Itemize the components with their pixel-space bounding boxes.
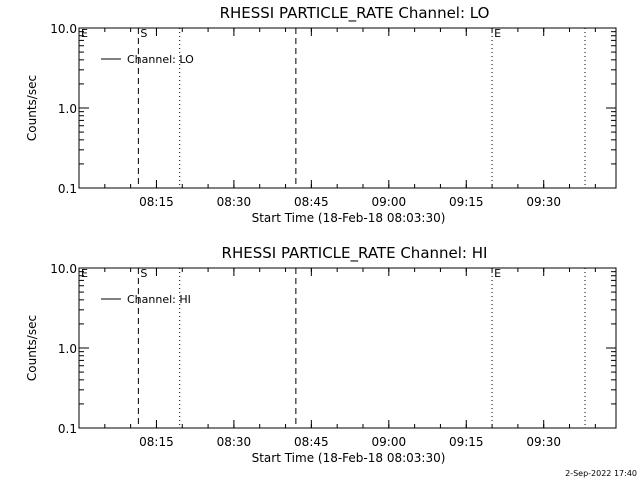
marker-label: S: [140, 267, 147, 280]
x-tick-label: 08:30: [217, 195, 252, 209]
x-axis-label: Start Time (18-Feb-18 08:03:30): [252, 211, 446, 225]
x-tick-label: 08:45: [294, 195, 329, 209]
chart-title: RHESSI PARTICLE_RATE Channel: LO: [220, 4, 490, 23]
y-tick-label: 10.0: [50, 262, 77, 276]
x-tick-label: 08:30: [217, 435, 252, 449]
y-tick-label: 1.0: [58, 102, 77, 116]
plot-frame: [78, 267, 617, 429]
x-tick-label: 09:00: [372, 195, 407, 209]
y-tick-label: 0.1: [58, 182, 77, 196]
marker-label: E: [494, 27, 501, 40]
legend-label: Channel: HI: [127, 293, 191, 306]
x-axis-label: Start Time (18-Feb-18 08:03:30): [252, 451, 446, 465]
y-tick-label: 0.1: [58, 422, 77, 436]
y-tick-label: 1.0: [58, 342, 77, 356]
y-axis-label: Counts/sec: [25, 315, 39, 381]
x-tick-label: 09:00: [372, 435, 407, 449]
marker-label: S: [140, 27, 147, 40]
x-tick-label: 09:30: [526, 195, 561, 209]
marker-label: E: [494, 267, 501, 280]
chart-panel-1: RHESSI PARTICLE_RATE Channel: LO 0.1 1.0 10…: [25, 4, 617, 225]
y-axis-label: Counts/sec: [25, 75, 39, 141]
x-tick-label: 08:45: [294, 435, 329, 449]
x-tick-label: 09:30: [526, 435, 561, 449]
chart-title: RHESSI PARTICLE_RATE Channel: HI: [222, 244, 488, 263]
y-tick-label: 10.0: [50, 22, 77, 36]
x-tick-label: 09:15: [449, 195, 484, 209]
legend-label: Channel: LO: [127, 53, 194, 66]
x-tick-label: 08:15: [139, 435, 174, 449]
timestamp: 2-Sep-2022 17:40: [565, 469, 637, 478]
x-tick-label: 09:15: [449, 435, 484, 449]
corner-label: E: [81, 27, 88, 40]
chart-panel-2: RHESSI PARTICLE_RATE Channel: HI 0.1 1.0 10…: [25, 244, 617, 465]
x-tick-label: 08:15: [139, 195, 174, 209]
corner-label: E: [81, 267, 88, 280]
plot-frame: [78, 27, 617, 189]
